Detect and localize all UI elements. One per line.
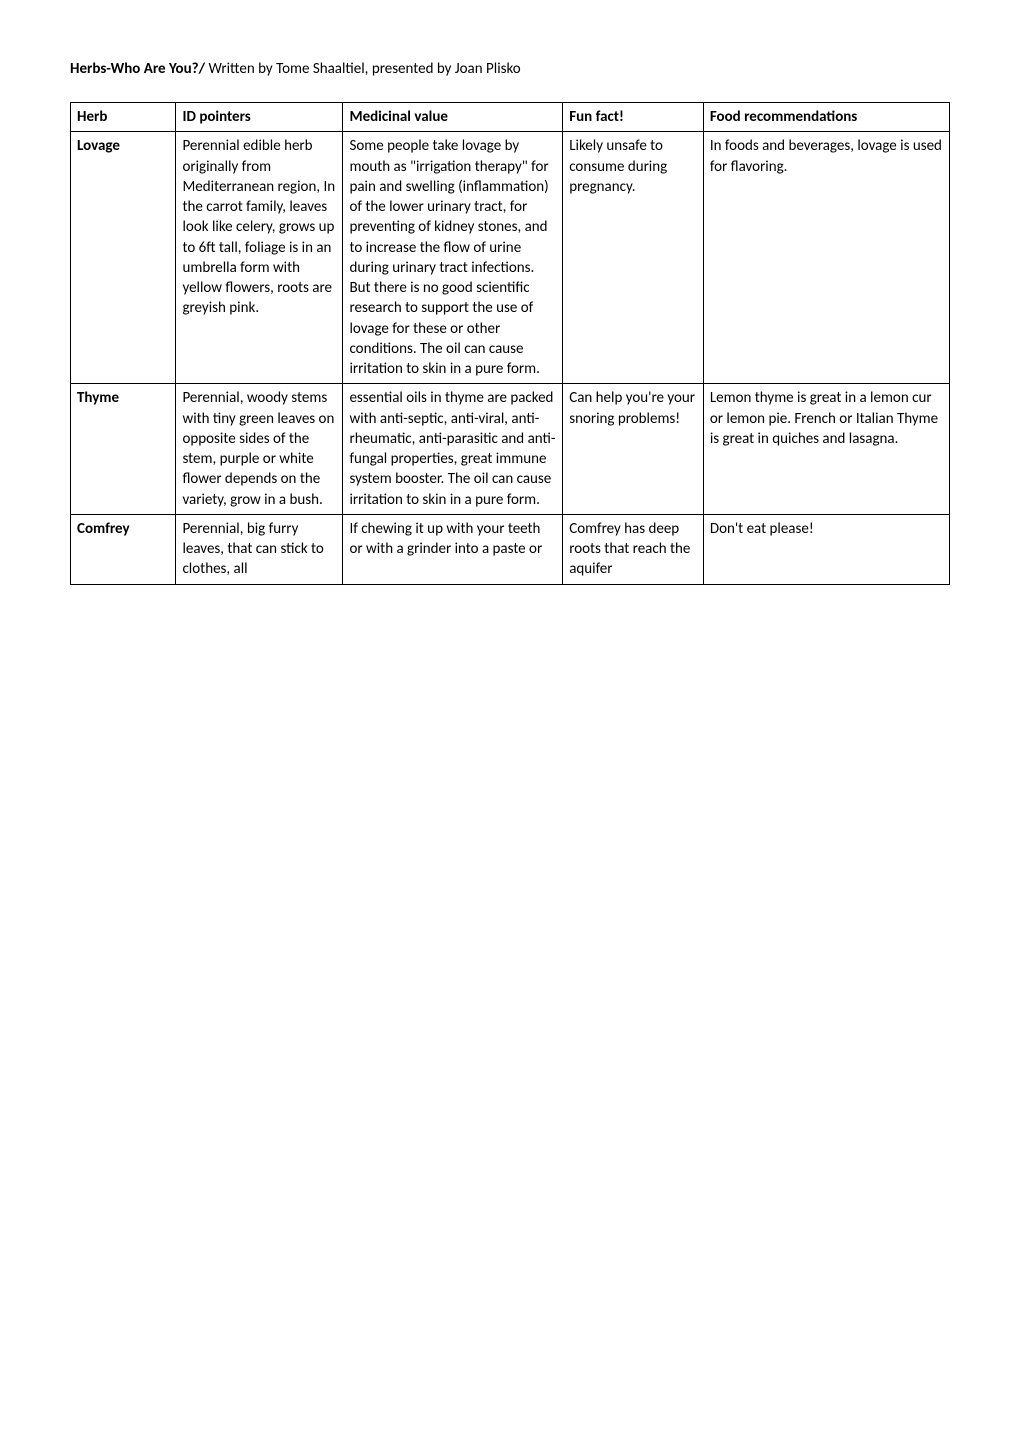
cell-food: Lemon thyme is great in a lemon cur or l…	[703, 384, 949, 515]
cell-herb: Thyme	[71, 384, 176, 515]
col-header-med: Medicinal value	[343, 103, 563, 132]
cell-med: Some people take lovage by mouth as "irr…	[343, 132, 563, 384]
herbs-table: Herb ID pointers Medicinal value Fun fac…	[70, 102, 950, 585]
col-header-herb: Herb	[71, 103, 176, 132]
cell-med: essential oils in thyme are packed with …	[343, 384, 563, 515]
table-row: Comfrey Perennial, big furry leaves, tha…	[71, 514, 950, 584]
cell-herb: Lovage	[71, 132, 176, 384]
cell-fun: Likely unsafe to consume during pregnanc…	[563, 132, 704, 384]
title-bold: Herbs-Who Are You?/	[70, 60, 205, 78]
cell-fun: Can help you're your snoring problems!	[563, 384, 704, 515]
cell-med: If chewing it up with your teeth or with…	[343, 514, 563, 584]
col-header-food: Food recommendations	[703, 103, 949, 132]
col-header-id: ID pointers	[176, 103, 343, 132]
cell-id: Perennial, big furry leaves, that can st…	[176, 514, 343, 584]
cell-food: Don't eat please!	[703, 514, 949, 584]
col-header-fun: Fun fact!	[563, 103, 704, 132]
cell-fun: Comfrey has deep roots that reach the aq…	[563, 514, 704, 584]
cell-herb: Comfrey	[71, 514, 176, 584]
cell-id: Perennial edible herb originally from Me…	[176, 132, 343, 384]
table-header-row: Herb ID pointers Medicinal value Fun fac…	[71, 103, 950, 132]
table-row: Thyme Perennial, woody stems with tiny g…	[71, 384, 950, 515]
cell-food: In foods and beverages, lovage is used f…	[703, 132, 949, 384]
cell-id: Perennial, woody stems with tiny green l…	[176, 384, 343, 515]
title-rest: Written by Tome Shaaltiel, presented by …	[205, 60, 521, 78]
table-row: Lovage Perennial edible herb originally …	[71, 132, 950, 384]
page-title: Herbs-Who Are You?/ Written by Tome Shaa…	[70, 60, 950, 78]
